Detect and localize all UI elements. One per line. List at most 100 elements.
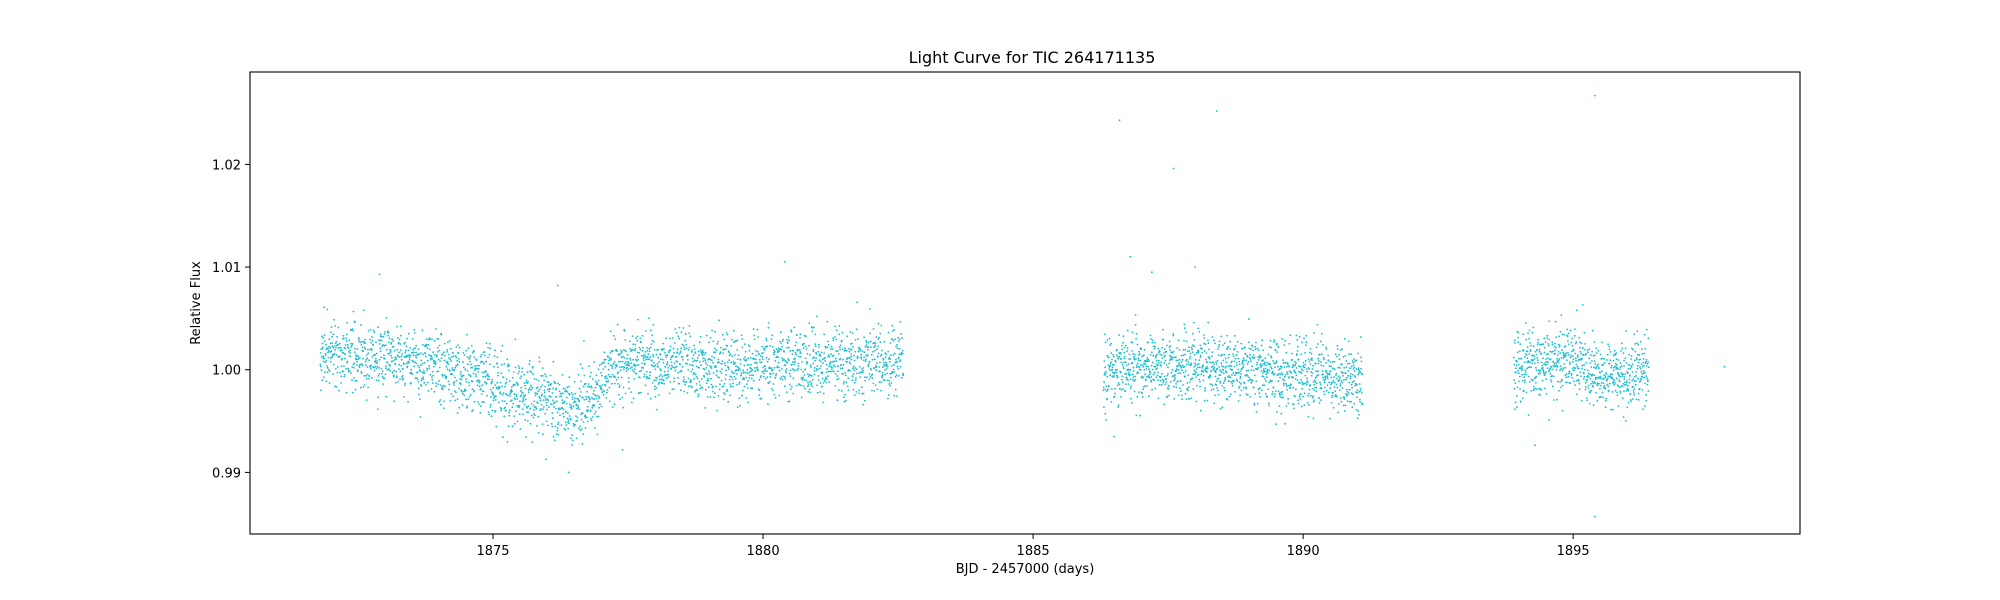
data-point [1315, 370, 1317, 372]
data-point [642, 357, 645, 359]
data-point [1541, 364, 1544, 367]
data-point [743, 364, 746, 367]
data-point [545, 458, 547, 461]
data-point [494, 349, 497, 352]
data-point [649, 371, 652, 374]
data-point [1154, 365, 1157, 368]
data-point [1568, 361, 1571, 364]
data-point [734, 378, 737, 380]
data-point [1565, 352, 1568, 355]
data-point [1309, 347, 1312, 350]
data-point [501, 385, 503, 388]
data-point [784, 377, 787, 380]
data-point [1569, 363, 1571, 365]
data-point [1113, 435, 1115, 438]
data-point [1644, 348, 1647, 350]
data-point [1578, 336, 1581, 339]
data-point [553, 439, 556, 442]
data-point [1230, 365, 1233, 367]
data-point [1641, 376, 1644, 378]
data-point [608, 356, 611, 359]
data-point [1570, 354, 1573, 356]
data-point [425, 344, 428, 347]
data-point [669, 349, 672, 351]
data-point [859, 349, 862, 352]
data-point [1330, 365, 1332, 368]
data-point [374, 357, 377, 360]
data-point [1320, 364, 1323, 367]
data-point [862, 367, 865, 369]
data-point [1320, 399, 1322, 401]
data-point [801, 378, 803, 381]
data-point [1603, 374, 1605, 376]
data-point [1137, 365, 1140, 368]
data-point [398, 338, 401, 341]
data-point [1107, 356, 1110, 359]
data-point [621, 360, 624, 363]
data-point [685, 347, 688, 350]
data-point [1591, 380, 1594, 383]
data-point [1294, 395, 1296, 398]
data-point [1258, 354, 1261, 357]
data-point [1259, 355, 1262, 358]
data-point [1160, 365, 1162, 367]
data-point [1597, 363, 1599, 366]
data-point [657, 348, 660, 351]
data-point [1120, 361, 1123, 364]
data-point [1171, 358, 1173, 361]
data-point [1188, 346, 1190, 349]
data-point [1215, 361, 1217, 363]
data-point [863, 336, 865, 339]
data-point [1609, 382, 1611, 385]
data-point [1309, 363, 1312, 365]
data-point [626, 357, 628, 360]
data-point [889, 372, 891, 375]
data-point [1270, 356, 1273, 359]
data-point [340, 349, 343, 352]
y-tick-label: 1.02 [212, 158, 241, 173]
data-point [891, 338, 894, 341]
data-point [455, 391, 457, 394]
data-point [1105, 419, 1107, 421]
data-point [697, 395, 700, 398]
data-point [1567, 332, 1570, 335]
data-point [407, 332, 410, 335]
data-point [338, 342, 341, 345]
data-point [1307, 415, 1310, 418]
data-point [1313, 389, 1316, 392]
data-point [333, 352, 336, 355]
data-point [1333, 368, 1336, 371]
data-point [1548, 419, 1550, 421]
data-point [780, 376, 783, 379]
data-point [1149, 353, 1152, 356]
data-point [1355, 408, 1358, 411]
data-point [340, 365, 343, 367]
data-point [839, 344, 842, 347]
data-point [328, 382, 331, 384]
data-point [1514, 401, 1517, 404]
data-point [1615, 377, 1618, 380]
data-point [547, 384, 550, 387]
data-point [1631, 398, 1634, 400]
data-point [375, 341, 377, 344]
data-point [658, 375, 661, 378]
y-tick-label: 1.00 [212, 364, 241, 379]
data-point [715, 349, 718, 351]
data-point [1219, 407, 1222, 410]
data-point [370, 341, 373, 344]
data-point [654, 395, 657, 398]
data-point [879, 332, 882, 335]
data-point [835, 329, 838, 332]
data-point [404, 349, 407, 352]
data-point [1631, 347, 1633, 350]
data-point [482, 390, 485, 393]
data-point [799, 352, 802, 355]
data-point [601, 374, 603, 377]
data-point [528, 363, 531, 365]
data-point [803, 378, 806, 381]
data-point [1171, 357, 1174, 359]
data-point [1113, 374, 1116, 377]
data-point [594, 427, 596, 429]
data-point [1329, 361, 1332, 363]
data-point [1355, 359, 1357, 362]
